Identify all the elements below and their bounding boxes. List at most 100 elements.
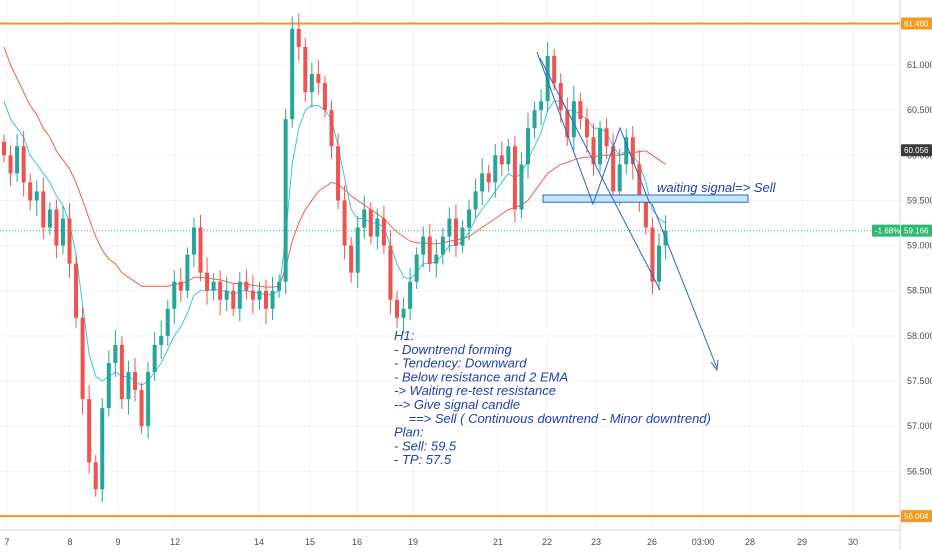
candle-body bbox=[565, 110, 570, 138]
candle-body bbox=[152, 344, 157, 372]
x-tick-label: 15 bbox=[305, 537, 315, 547]
y-tick-label: 58.000 bbox=[907, 331, 932, 341]
change-percent-label: -1.68% bbox=[875, 227, 900, 236]
resistance-price-label: 61.460 bbox=[904, 19, 929, 28]
candle-body bbox=[47, 209, 52, 228]
candle bbox=[15, 133, 20, 182]
candle-body bbox=[362, 209, 367, 228]
candle bbox=[434, 239, 439, 278]
candle-body bbox=[506, 146, 511, 165]
plan-line: - Tendency: Downward bbox=[394, 356, 527, 371]
candle bbox=[277, 274, 282, 298]
candle-body bbox=[283, 119, 288, 282]
candle-body bbox=[329, 110, 334, 147]
candle-body bbox=[178, 281, 183, 291]
candle-body bbox=[650, 227, 655, 282]
x-tick-label: 22 bbox=[542, 537, 552, 547]
y-tick-label: 58.500 bbox=[907, 286, 932, 296]
candle-body bbox=[87, 399, 92, 463]
axes bbox=[0, 0, 901, 550]
candle bbox=[309, 62, 314, 108]
ema-slow-line bbox=[3, 46, 666, 288]
candle bbox=[381, 205, 386, 255]
candle-body bbox=[34, 191, 39, 201]
y-tick-label: 61.000 bbox=[907, 60, 932, 70]
change-percent-tag bbox=[872, 224, 900, 237]
candle bbox=[499, 141, 504, 176]
candle-body bbox=[526, 128, 530, 165]
candle bbox=[93, 455, 98, 497]
candle bbox=[113, 329, 118, 377]
candle bbox=[250, 275, 255, 314]
candle bbox=[185, 247, 190, 298]
candle-body bbox=[532, 110, 537, 129]
candle-body bbox=[604, 128, 609, 147]
candle bbox=[624, 128, 629, 175]
sell-entry-zone bbox=[542, 194, 749, 203]
candle-body bbox=[93, 462, 98, 490]
candle-body bbox=[584, 119, 589, 138]
candle-body bbox=[395, 299, 399, 318]
candle bbox=[453, 204, 458, 257]
candle-body bbox=[8, 155, 13, 174]
candle-body bbox=[342, 200, 347, 246]
candle-body bbox=[617, 164, 622, 192]
candle-body bbox=[414, 254, 419, 282]
plan-annotation: H1: - Downtrend forming - Tendency: Downwa… bbox=[394, 328, 711, 467]
candle bbox=[421, 226, 426, 268]
candle bbox=[539, 89, 544, 126]
candle-body bbox=[453, 218, 458, 246]
candle-body bbox=[322, 83, 327, 111]
candle bbox=[231, 283, 236, 317]
candle bbox=[388, 230, 393, 314]
candle-body bbox=[637, 164, 642, 201]
price-tags: 61.460 56.004 -1.68% 59.166 60.056 bbox=[872, 17, 932, 523]
x-tick-label: 19 bbox=[408, 537, 418, 547]
candle-body bbox=[80, 317, 85, 400]
candle bbox=[519, 151, 524, 219]
candle-body bbox=[473, 191, 478, 210]
candle-body bbox=[388, 245, 393, 300]
candle-body bbox=[440, 236, 445, 255]
candle-body bbox=[519, 164, 524, 210]
candle bbox=[119, 336, 124, 410]
candle bbox=[532, 101, 537, 139]
candle bbox=[578, 92, 583, 130]
candle bbox=[630, 125, 635, 180]
candle bbox=[395, 291, 399, 328]
candle-body bbox=[657, 245, 661, 282]
candle bbox=[506, 139, 511, 172]
candle bbox=[126, 360, 131, 415]
candle-body bbox=[493, 155, 498, 183]
candle-body bbox=[257, 290, 262, 300]
projection-line bbox=[651, 203, 718, 369]
candle bbox=[598, 120, 603, 172]
candle bbox=[60, 205, 65, 255]
candle-body bbox=[231, 290, 236, 309]
candle bbox=[604, 118, 609, 159]
candle-body bbox=[624, 137, 629, 165]
candle bbox=[296, 13, 301, 61]
candle bbox=[336, 133, 341, 210]
x-tick-label: 21 bbox=[493, 537, 503, 547]
downtrend-line bbox=[539, 57, 661, 291]
candle bbox=[657, 232, 661, 291]
trendline-drawings bbox=[536, 51, 749, 372]
candle-body bbox=[558, 83, 563, 111]
candle-body bbox=[480, 173, 485, 192]
candle-body bbox=[2, 141, 6, 156]
candle-body bbox=[512, 146, 517, 210]
candle bbox=[54, 199, 59, 259]
candle bbox=[237, 271, 242, 322]
candle-body bbox=[303, 46, 308, 93]
candle bbox=[2, 134, 6, 163]
x-tick-label: 14 bbox=[254, 537, 264, 547]
x-tick-label: 7 bbox=[4, 537, 9, 547]
candle bbox=[512, 136, 517, 223]
candle-body bbox=[375, 218, 380, 237]
current-price-tag bbox=[901, 224, 932, 237]
candle bbox=[34, 180, 39, 216]
candle-body bbox=[349, 245, 354, 273]
